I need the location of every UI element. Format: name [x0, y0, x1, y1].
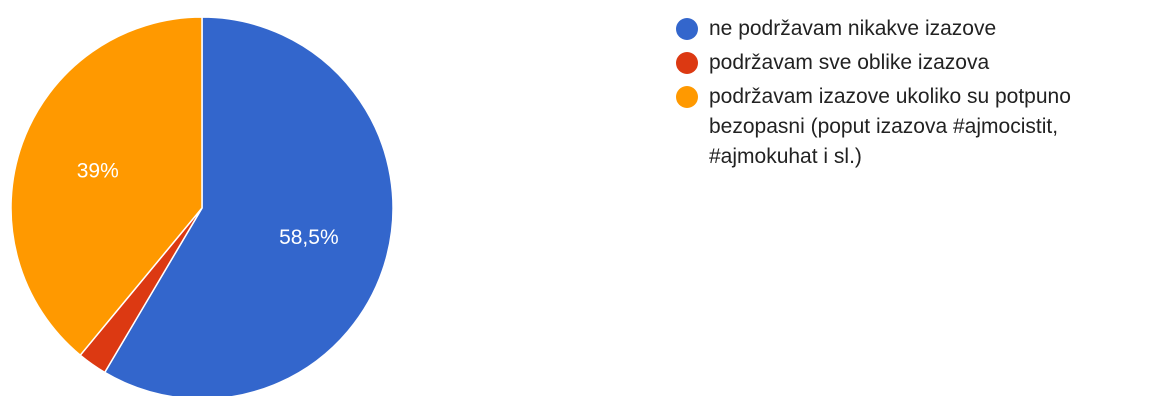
- pie-slice-3: [10, 16, 203, 357]
- slice-label-1: 58,5%: [279, 226, 339, 249]
- legend: ne podržavam nikakve izazove podržavam sv…: [676, 14, 1146, 176]
- legend-item-3: podržavam izazove ukoliko su potpuno bez…: [676, 82, 1146, 172]
- legend-swatch-2: [676, 52, 698, 74]
- pie-slice-labels: 58,5% 39%: [77, 159, 339, 249]
- legend-swatch-1: [676, 18, 698, 40]
- slice-label-3: 39%: [77, 159, 119, 182]
- legend-swatch-3: [676, 86, 698, 108]
- pie-slices: [10, 16, 394, 396]
- legend-label-1: ne podržavam nikakve izazove: [709, 17, 997, 40]
- pie-slice-1: [103, 16, 394, 396]
- legend-label-3: podržavam izazove ukoliko su potpuno bez…: [709, 85, 1071, 168]
- legend-label-2: podržavam sve oblike izazova: [709, 51, 990, 74]
- legend-item-2: podržavam sve oblike izazova: [676, 48, 1146, 78]
- legend-item-1: ne podržavam nikakve izazove: [676, 14, 1146, 44]
